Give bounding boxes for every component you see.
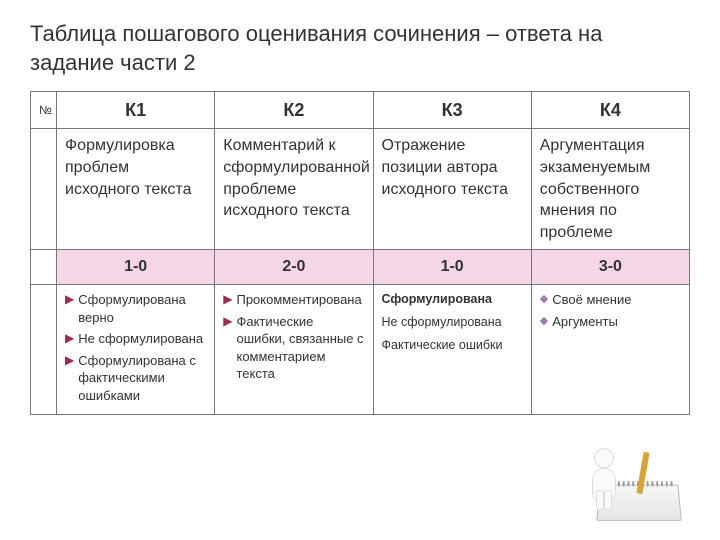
person-icon [588,448,620,510]
desc-row: Формулировка проблем исходного текста Ко… [31,129,690,250]
bullet-icon: ▶ [65,330,74,347]
desc-k1: Формулировка проблем исходного текста [57,129,215,250]
score-k1: 1-0 [57,250,215,285]
score-k3: 1-0 [373,250,531,285]
decorative-figure [570,432,680,522]
desc-k2: Комментарий к сформулированной проблеме … [215,129,373,250]
bullet-icon: ▶ [65,352,74,369]
detail-k1: ▶Сформулирована верно ▶Не сформулирована… [57,285,215,415]
diamond-icon: ◆ [540,291,548,309]
detail-k4: ◆Своё мнение ◆Аргументы [531,285,689,415]
num-header: № [31,92,57,129]
col-k2: К2 [215,92,373,129]
slide-title: Таблица пошагового оценивания сочинения … [30,20,690,77]
score-row: 1-0 2-0 1-0 3-0 [31,250,690,285]
desc-k3: Отражение позиции автора исходного текст… [373,129,531,250]
diamond-icon: ◆ [540,313,548,331]
detail-k3: Сформулирована Не сформулирована Фактиче… [373,285,531,415]
empty-cell [31,285,57,415]
bullet-icon: ▶ [65,291,74,308]
empty-cell [31,250,57,285]
score-k4: 3-0 [531,250,689,285]
col-k1: К1 [57,92,215,129]
col-k3: К3 [373,92,531,129]
col-k4: К4 [531,92,689,129]
detail-row: ▶Сформулирована верно ▶Не сформулирована… [31,285,690,415]
detail-k2: ▶Прокомментирована ▶Фактические ошибки, … [215,285,373,415]
criteria-table: № К1 К2 К3 К4 Формулировка проблем исход… [30,91,690,415]
bullet-icon: ▶ [223,291,232,308]
header-row: № К1 К2 К3 К4 [31,92,690,129]
desc-k4: Аргументация экзаменуемым собственного м… [531,129,689,250]
bullet-icon: ▶ [223,313,232,330]
score-k2: 2-0 [215,250,373,285]
empty-cell [31,129,57,250]
